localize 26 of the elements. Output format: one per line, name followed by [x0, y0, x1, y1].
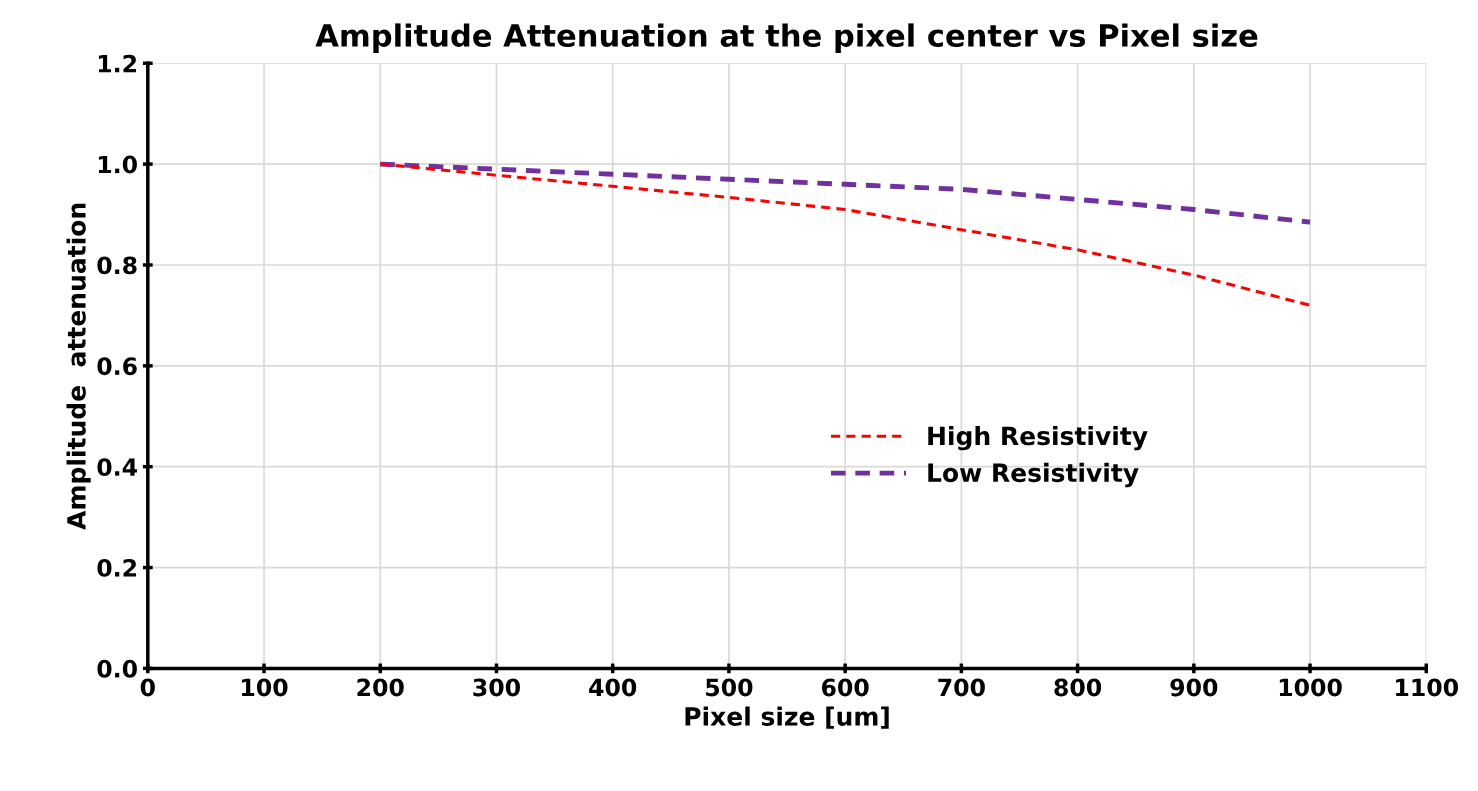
x-axis-title: Pixel size [um]	[685, 706, 889, 729]
x-tick-label: 800	[1054, 678, 1102, 697]
y-axis-title: Amplitude attenuation	[66, 203, 91, 530]
y-tick-label: 1.2	[98, 54, 137, 73]
x-tick-label: 100	[242, 678, 288, 697]
line-series	[378, 162, 1312, 307]
x-tick-label: 300	[473, 678, 520, 697]
y-tick-label: 0.8	[97, 256, 137, 275]
legend-label: Low Resistivity	[928, 462, 1139, 488]
y-tick-label: 0.6	[97, 357, 137, 376]
x-tick-label: 1100	[1396, 678, 1458, 697]
x-tick-label: 200	[357, 678, 404, 697]
x-tick-label: 0	[140, 678, 155, 697]
x-tick-label: 900	[1170, 678, 1218, 697]
x-tick-label: 1000	[1279, 678, 1342, 697]
y-tick-label: 0.2	[97, 558, 137, 577]
y-tick-label: 0.0	[97, 659, 137, 678]
y-tick-label: 0.4	[97, 458, 137, 476]
chart-title: Amplitude Attenuation at the pixel center vs Pixel size	[315, 23, 1258, 53]
legend-label: High Resistivity	[928, 425, 1148, 451]
x-tick-label: 700	[938, 678, 985, 697]
line-series	[377, 161, 1313, 225]
x-tick-label: 600	[821, 678, 869, 697]
x-tick-label: 500	[706, 678, 753, 697]
x-tick-label: 400	[589, 678, 637, 697]
y-tick-label: 1.0	[98, 155, 137, 174]
